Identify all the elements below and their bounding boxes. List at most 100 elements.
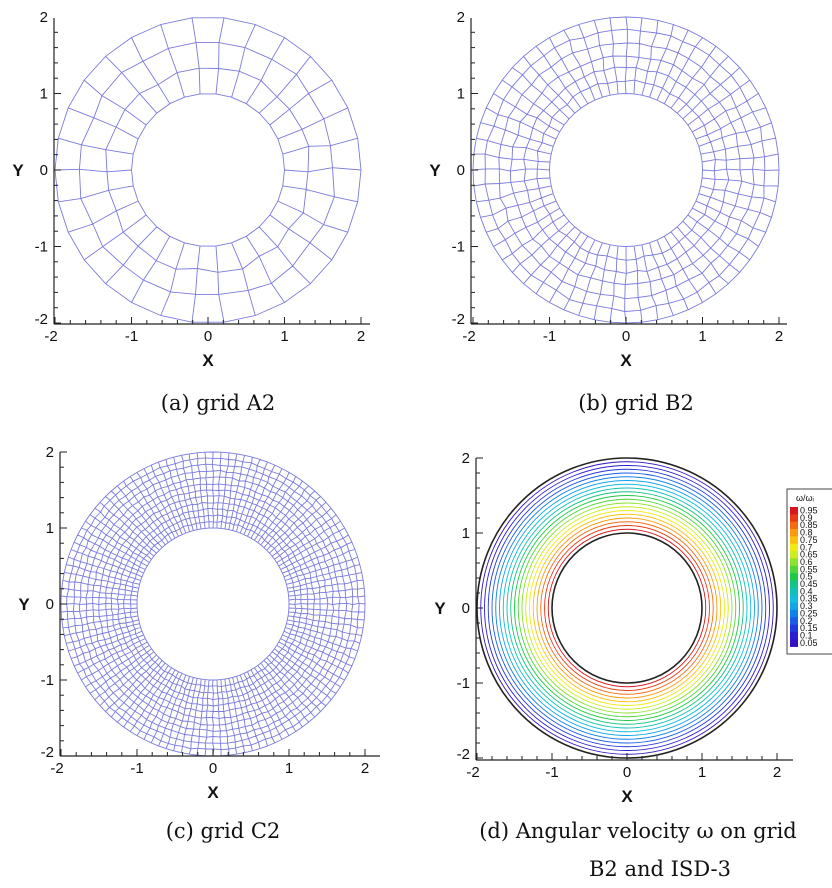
x-axis-label: X	[207, 783, 219, 802]
x-tick-label: 1	[698, 764, 706, 781]
axes: -2 -1 0 1 2 -2 -1 0 1 2 X Y	[12, 9, 370, 370]
y-tick-label: -1	[452, 239, 465, 256]
panel-caption: (b) grid B2	[578, 391, 694, 415]
axes: -2 -1 0 1 2 -2 -1 0 1 2 X Y	[429, 9, 787, 370]
contour-line	[514, 495, 740, 721]
colorbar-label: 0.15	[800, 623, 818, 633]
colorbar-swatch	[790, 602, 798, 611]
contour-line	[506, 487, 748, 729]
x-tick-label: -2	[44, 328, 57, 345]
y-tick-label: -1	[35, 239, 48, 256]
contour-line	[544, 525, 710, 691]
y-tick-label: 2	[462, 450, 470, 467]
panel-caption: (a) grid A2	[161, 391, 275, 415]
colorbar-label: 0.25	[800, 608, 818, 618]
y-tick-label: -2	[41, 744, 54, 761]
contour-line	[517, 498, 737, 718]
mesh-grid	[60, 451, 366, 757]
colorbar-swatch	[790, 587, 798, 596]
contour-line	[529, 510, 725, 706]
colorbar-swatch	[790, 595, 798, 603]
x-axis-label: X	[620, 351, 632, 370]
y-tick-label: 2	[457, 9, 465, 26]
inner-boundary	[551, 532, 703, 684]
contour-line	[480, 461, 774, 755]
colorbar-label: 0.45	[800, 579, 818, 589]
y-tick-label: 1	[457, 86, 465, 103]
contour-line	[532, 513, 722, 703]
x-tick-label: 1	[280, 328, 288, 345]
colorbar-label: 0.5	[800, 572, 813, 582]
x-tick-label: 2	[361, 760, 369, 777]
x-tick-label: -1	[543, 328, 556, 345]
x-axis-label: X	[202, 351, 214, 370]
colorbar-legend: ω/ωᵢ0.950.90.850.80.750.70.650.60.550.50…	[786, 488, 832, 655]
y-tick-label: -2	[457, 746, 470, 763]
colorbar-swatch	[790, 521, 798, 530]
panel-caption: (c) grid C2	[166, 819, 281, 843]
y-tick-label: 0	[457, 162, 465, 179]
x-tick-label: -2	[50, 760, 63, 777]
colorbar-swatch	[790, 536, 798, 545]
mesh-lines	[54, 17, 362, 323]
contour-line	[540, 521, 714, 695]
colorbar-label: 0.65	[800, 550, 818, 560]
y-tick-label: 1	[46, 520, 54, 537]
contour-lines	[480, 461, 774, 755]
colorbar-label: 0.3	[800, 601, 813, 611]
x-tick-label: 2	[775, 328, 783, 345]
y-tick-label: 2	[46, 444, 54, 461]
colorbar-label: 0.7	[800, 542, 813, 552]
x-tick-label: -2	[462, 328, 475, 345]
colorbar-swatch	[790, 551, 798, 559]
y-tick-label: -2	[35, 311, 48, 328]
panel-b: -2 -1 0 1 2 -2 -1 0 1 2 X Y (b) grid B2	[429, 9, 787, 415]
colorbar-label: 0.2	[800, 616, 813, 626]
colorbar-swatch	[790, 529, 798, 537]
colorbar-label: 0.4	[800, 586, 813, 596]
panel-d: -2 -1 0 1 2 -2 -1 0 1 2 X Y (d) Angular velocity ω o…	[434, 450, 796, 881]
colorbar-label: 0.55	[800, 564, 818, 574]
x-tick-label: 1	[285, 760, 293, 777]
y-tick-label: 0	[462, 600, 470, 617]
colorbar-swatch	[790, 573, 798, 581]
colorbar-swatch	[790, 558, 798, 567]
contour-line	[510, 491, 744, 725]
y-axis-label: Y	[18, 595, 30, 614]
colorbar-title: ω/ωᵢ	[796, 493, 814, 503]
contour-line	[502, 483, 752, 733]
x-tick-label: -2	[466, 764, 479, 781]
panel-caption-line: (d) Angular velocity ω on grid	[479, 819, 797, 843]
y-axis-label: Y	[12, 161, 24, 180]
contour-line	[525, 506, 729, 710]
panel-a: -2 -1 0 1 2 -2 -1 0 1 2 X Y (a) grid A2	[12, 9, 370, 415]
colorbar-label: 0.9	[800, 513, 813, 523]
colorbar-swatch	[790, 617, 798, 625]
contour-line	[521, 502, 733, 714]
y-tick-label: 1	[462, 525, 470, 542]
colorbar-swatch	[790, 507, 798, 515]
colorbar-swatch	[790, 631, 798, 640]
contour-line	[487, 468, 767, 748]
x-tick-label: 0	[622, 328, 630, 345]
colorbar-swatch	[790, 609, 798, 618]
y-tick-label: -1	[457, 675, 470, 692]
colorbar-label: 0.95	[800, 506, 818, 516]
axes: -2 -1 0 1 2 -2 -1 0 1 2 X Y	[434, 450, 793, 806]
x-tick-label: 2	[357, 328, 365, 345]
colorbar-label: 0.75	[800, 535, 818, 545]
colorbar-swatch	[790, 580, 798, 589]
x-tick-label: -1	[545, 764, 558, 781]
y-tick-label: 1	[40, 86, 48, 103]
colorbar-label: 0.1	[800, 630, 813, 640]
colorbar-label: 0.85	[800, 520, 818, 530]
contour-line	[499, 480, 755, 736]
x-tick-label: -1	[130, 760, 143, 777]
axes: -2 -1 0 1 2 -2 -1 0 1 2 X Y	[18, 444, 380, 802]
mesh-lines	[60, 451, 366, 757]
x-tick-label: 0	[623, 764, 631, 781]
contour-line	[536, 517, 718, 699]
colorbar-swatch	[790, 514, 798, 522]
mesh-lines	[472, 16, 780, 324]
